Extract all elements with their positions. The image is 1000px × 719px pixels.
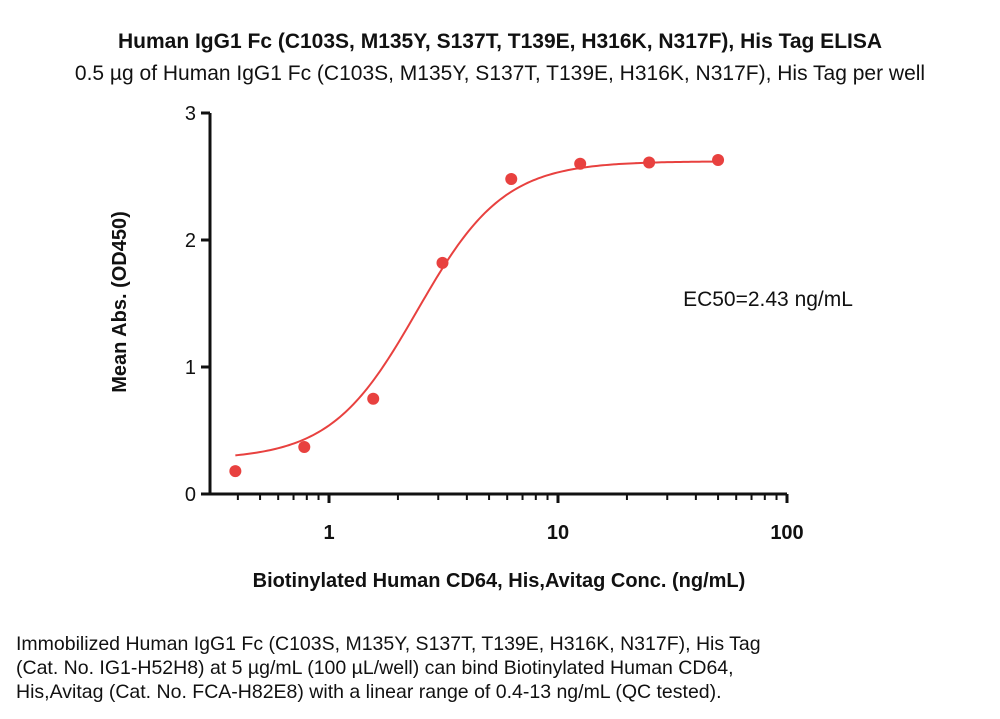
caption-line-2: (Cat. No. IG1-H52H8) at 5 µg/mL (100 µL/… (16, 657, 734, 679)
ec50-annotation: EC50=2.43 ng/mL (683, 288, 853, 311)
fit-curve (235, 160, 719, 457)
data-point (505, 173, 518, 186)
data-point (643, 156, 656, 169)
chart-subtitle: 0.5 µg of Human IgG1 Fc (C103S, M135Y, S… (74, 62, 926, 85)
fit-curve-layer (235, 160, 719, 457)
data-point (298, 441, 311, 454)
chart-title: Human IgG1 Fc (C103S, M135Y, S137T, T139… (117, 30, 883, 53)
x-axis-label: Biotinylated Human CD64, His,Avitag Conc… (253, 570, 746, 592)
x-tick-label: 10 (547, 522, 569, 544)
caption-line-1: Immobilized Human IgG1 Fc (C103S, M135Y,… (16, 633, 761, 655)
y-tick-label: 3 (185, 103, 196, 125)
y-tick-label: 1 (185, 357, 196, 379)
data-points (229, 153, 725, 478)
y-axis-label: Mean Abs. (OD450) (109, 211, 131, 393)
data-point (436, 256, 449, 269)
figure-caption: Immobilized Human IgG1 Fc (C103S, M135Y,… (16, 632, 991, 704)
data-point (229, 465, 242, 478)
y-tick-label: 2 (185, 230, 196, 252)
data-point (574, 157, 587, 170)
data-point (712, 153, 725, 166)
elisa-chart: 0 1 2 3 1 10 100 EC50=2.43 ng/mL Biotinylated … (109, 103, 853, 592)
data-point (367, 392, 380, 405)
caption-line-3: His,Avitag (Cat. No. FCA-H82E8) with a l… (16, 681, 722, 703)
x-tick-label: 100 (770, 522, 803, 544)
x-tick-label: 1 (323, 522, 334, 544)
y-tick-label: 0 (185, 484, 196, 506)
axes: 0 1 2 3 1 10 100 (185, 103, 804, 544)
